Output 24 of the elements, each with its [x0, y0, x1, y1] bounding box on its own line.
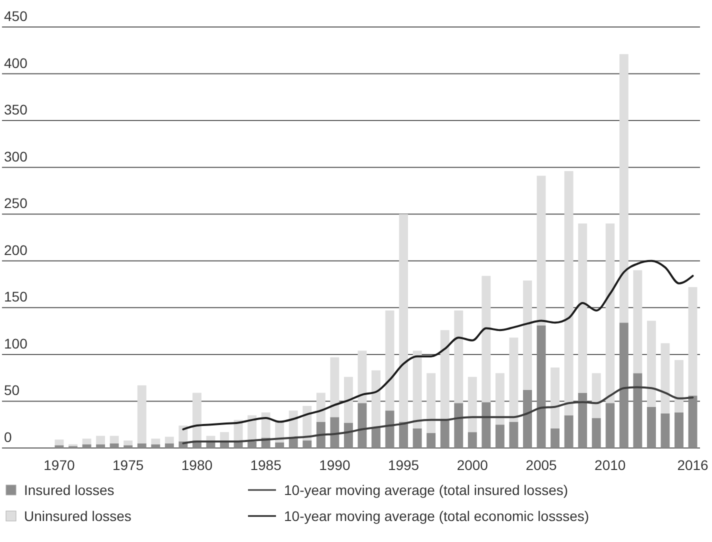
legend-label: Insured losses: [24, 482, 114, 498]
y-tick-label: 200: [4, 242, 28, 258]
legend-label: 10-year moving average (total economic lossses): [284, 508, 590, 524]
legend-label: Uninsured losses: [24, 508, 132, 524]
x-tick-label: 2005: [526, 457, 558, 473]
x-tick-label: 1980: [181, 457, 213, 473]
y-tick-label: 100: [4, 335, 28, 352]
x-tick-label: 2010: [594, 457, 626, 473]
x-tick-label: 1975: [112, 457, 144, 473]
x-tick-label: 1985: [250, 457, 282, 473]
y-tick-label: 300: [4, 148, 28, 164]
y-tick-label: 450: [4, 8, 28, 24]
x-tick-label: 1995: [388, 457, 420, 473]
y-tick-label: 400: [4, 54, 28, 71]
x-tick-label: 1970: [44, 457, 76, 473]
y-tick-label: 150: [4, 288, 28, 305]
y-tick-label: 250: [4, 195, 28, 212]
y-tick-label: 0: [4, 429, 12, 445]
legend-label: 10-year moving average (total insured losses): [284, 482, 568, 498]
x-tick-label: 1990: [319, 457, 350, 473]
x-tick-label: 2016: [677, 457, 709, 473]
y-tick-label: 50: [4, 382, 20, 398]
x-tick-label: 2000: [456, 457, 488, 473]
y-tick-label: 350: [4, 102, 28, 118]
